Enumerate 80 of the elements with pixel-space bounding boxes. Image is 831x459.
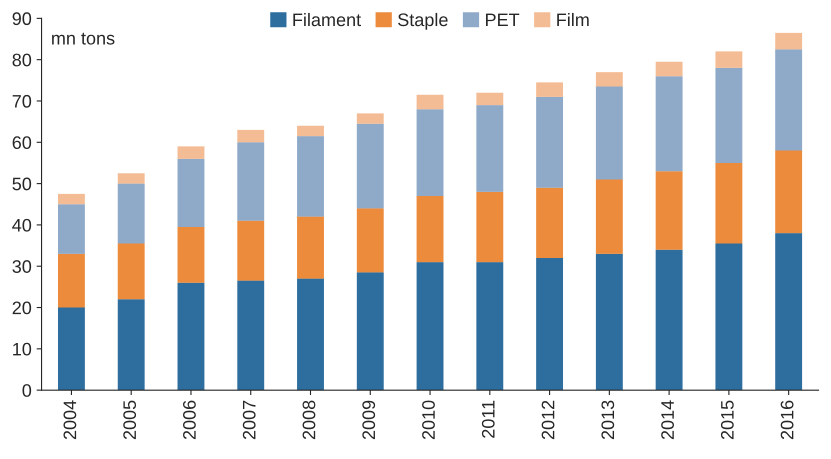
bar	[536, 96, 564, 188]
bar	[356, 208, 384, 272]
x-tick-label: 2006	[183, 400, 196, 440]
bar	[178, 282, 204, 390]
y-tick-label: 50	[12, 178, 32, 190]
bar	[476, 192, 504, 262]
bar	[476, 262, 504, 390]
bar	[58, 204, 85, 254]
bar	[775, 32, 802, 50]
bar	[297, 216, 324, 279]
bar	[715, 68, 742, 163]
bar	[476, 105, 504, 192]
bar	[178, 146, 204, 159]
bar	[775, 150, 802, 234]
bar	[118, 299, 145, 390]
x-tick-label: 2004	[63, 400, 76, 440]
bar	[596, 179, 623, 254]
y-tick-label: 40	[12, 218, 32, 232]
bar	[536, 258, 564, 390]
bar	[656, 62, 683, 76]
bar	[58, 308, 85, 390]
bar	[715, 244, 742, 390]
bar	[297, 278, 324, 390]
y-tick-label: 0	[22, 384, 32, 397]
x-tick-label: 2013	[601, 400, 614, 440]
y-tick-label: 10	[13, 342, 32, 356]
bar	[775, 233, 802, 390]
y-tick-label: 60	[12, 136, 32, 150]
x-tick-label: 2015	[720, 400, 734, 440]
x-tick-label: 2011	[482, 400, 495, 438]
bar	[596, 254, 623, 390]
x-tick-label: 2007	[242, 400, 256, 440]
bar	[476, 92, 504, 106]
bar	[416, 109, 444, 196]
bar	[416, 196, 444, 262]
bar	[237, 220, 264, 281]
y-tick-label: 90	[12, 12, 32, 26]
y-tick-label: 30	[12, 260, 32, 273]
x-tick-label: 2016	[780, 400, 794, 440]
bar	[596, 86, 623, 180]
x-tick-label: 2005	[123, 400, 136, 440]
x-tick-label: 2008	[302, 400, 316, 440]
legend-label: PET	[486, 14, 520, 26]
bar	[237, 142, 264, 221]
y-tick-label: 70	[12, 94, 32, 108]
bar	[536, 188, 564, 258]
bar	[656, 171, 683, 250]
bar	[58, 254, 85, 308]
bar	[715, 162, 742, 244]
bar	[416, 262, 444, 390]
x-tick-label: 2012	[542, 400, 554, 440]
bar	[356, 272, 384, 390]
legend-label: Filament	[293, 12, 361, 26]
x-tick-label: 2010	[422, 400, 435, 440]
bar	[416, 94, 444, 110]
bar	[118, 173, 145, 184]
x-tick-label: 2014	[661, 400, 674, 440]
bar	[536, 82, 564, 97]
bar	[297, 136, 324, 217]
bar	[178, 158, 204, 227]
bar	[178, 226, 204, 283]
bar	[656, 76, 683, 172]
bar	[596, 72, 623, 87]
bar	[58, 194, 85, 204]
bar	[356, 124, 384, 208]
y-tick-label: 20	[12, 301, 32, 314]
bar	[118, 184, 145, 244]
bar	[656, 250, 683, 390]
bar	[237, 280, 264, 390]
bar	[297, 126, 324, 136]
bar	[118, 244, 145, 300]
bar	[356, 113, 384, 124]
legend-label: Film	[557, 12, 589, 26]
y-tick-label: 80	[12, 54, 32, 66]
x-tick-label: 2009	[362, 400, 376, 440]
y-axis-title: mn tons	[52, 32, 114, 45]
bar	[237, 130, 264, 142]
bar	[715, 51, 742, 68]
bar	[775, 49, 802, 151]
legend-label: Staple	[398, 12, 448, 30]
